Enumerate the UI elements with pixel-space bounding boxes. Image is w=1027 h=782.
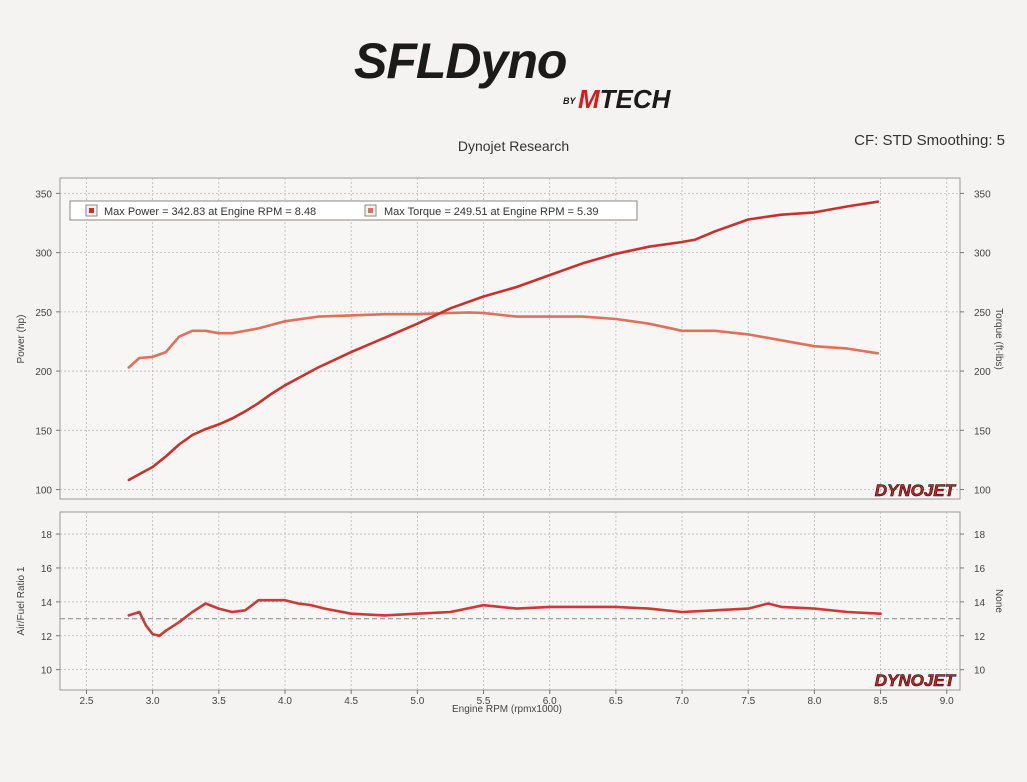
- x-tick-label: 8.0: [807, 696, 821, 707]
- x-tick-label: 4.5: [344, 696, 358, 707]
- legend-power-mark: [89, 208, 94, 213]
- x-tick-label: 8.5: [874, 696, 888, 707]
- svg-text:MTECH: MTECH: [578, 84, 672, 112]
- right-tick-label: 16: [974, 564, 986, 575]
- legend-power-label: Max Power = 342.83 at Engine RPM = 8.48: [104, 206, 316, 218]
- right-tick-label: 12: [974, 632, 986, 643]
- rpm-axis-ticks: 2.5 3.0 3.5 4.0 4.5 5.0 5.5 6.0 6.5 7.0 7.5 8.0 8.5 9…: [80, 690, 954, 707]
- legend-box: [69, 200, 638, 221]
- x-tick-label: 2.5: [80, 696, 94, 707]
- svg-text:SFLDyno: SFLDyno: [354, 33, 566, 89]
- left-tick-label: 300: [35, 249, 52, 260]
- x-tick-label: 6.0: [543, 696, 557, 707]
- x-tick-label: 5.0: [410, 696, 424, 707]
- x-tick-label: 7.5: [741, 696, 755, 707]
- report-subtitle: Dynojet Research: [457, 138, 570, 154]
- left-tick-label: 100: [35, 486, 52, 497]
- afr-panel: 10 12 14 16 18 10 12 14 16 18 Air/Fuel Ratio 1 N…: [16, 511, 1004, 715]
- dynojet-watermark-top: DYNOJET: [875, 481, 957, 500]
- power-axis-label: Power (hp): [16, 315, 27, 364]
- left-tick-label: 18: [41, 530, 53, 541]
- x-tick-label: 6.5: [609, 696, 623, 707]
- dynojet-watermark-bottom: DYNOJET: [875, 671, 957, 690]
- right-tick-label: 250: [974, 308, 991, 319]
- left-tick-label: 12: [41, 632, 53, 643]
- right-tick-label: 150: [974, 426, 991, 437]
- left-tick-label: 10: [41, 666, 53, 677]
- torque-line: [127, 311, 880, 369]
- right-tick-label: 18: [974, 530, 986, 541]
- x-tick-label: 7.0: [675, 696, 689, 707]
- x-tick-label: 5.5: [477, 696, 491, 707]
- legend-torque-mark: [368, 208, 373, 213]
- correction-smoothing-settings: CF: STD Smoothing: 5: [854, 132, 1005, 149]
- left-tick-label: 350: [35, 189, 52, 200]
- sfldyno-logo: SFLDyno BY MTECH: [354, 33, 672, 112]
- left-tick-label: 14: [41, 598, 53, 609]
- right-tick-label: 300: [974, 249, 991, 260]
- left-tick-label: 250: [35, 308, 52, 319]
- right-none-axis-label: None: [993, 589, 1004, 613]
- right-tick-label: 14: [974, 598, 986, 609]
- right-tick-label: 350: [974, 189, 991, 200]
- chart-legend: Max Power = 342.83 at Engine RPM = 8.48 …: [69, 200, 638, 221]
- power-torque-lines: [127, 200, 880, 482]
- right-tick-label: 10: [974, 666, 986, 677]
- left-tick-label: 200: [35, 367, 52, 378]
- top-grid: [60, 178, 960, 499]
- legend-torque-label: Max Torque = 249.51 at Engine RPM = 5.39: [384, 206, 598, 218]
- x-tick-label: 3.0: [146, 696, 160, 707]
- right-tick-label: 100: [974, 486, 991, 497]
- afr-right-axis-ticks: 10 12 14 16 18: [960, 530, 986, 677]
- afr-axis-label: Air/Fuel Ratio 1: [16, 566, 27, 635]
- afr-axis-ticks: 10 12 14 16 18: [41, 530, 60, 677]
- power-axis-ticks: 100 150 200 250 300 350: [35, 189, 60, 497]
- rpm-axis-label: Engine RPM (rpmx1000): [452, 704, 562, 715]
- torque-axis-ticks: 100 150 200 250 300 350: [960, 189, 991, 497]
- x-tick-label: 9.0: [940, 696, 954, 707]
- left-tick-label: 16: [41, 564, 53, 575]
- bottom-plot-frame: [59, 511, 961, 691]
- svg-text:BY: BY: [563, 96, 576, 106]
- afr-lines: [60, 598, 960, 638]
- afr-line: [127, 598, 882, 638]
- torque-axis-label: Torque (ft-lbs): [993, 308, 1004, 370]
- power-torque-panel: 100 150 200 250 300 350 100 150 200 250 300 350 Po…: [16, 177, 1004, 500]
- left-tick-label: 150: [35, 426, 52, 437]
- x-tick-label: 3.5: [212, 696, 226, 707]
- x-tick-label: 4.0: [278, 696, 292, 707]
- right-tick-label: 200: [974, 367, 991, 378]
- top-plot-frame: [59, 177, 961, 500]
- power-line: [127, 200, 880, 482]
